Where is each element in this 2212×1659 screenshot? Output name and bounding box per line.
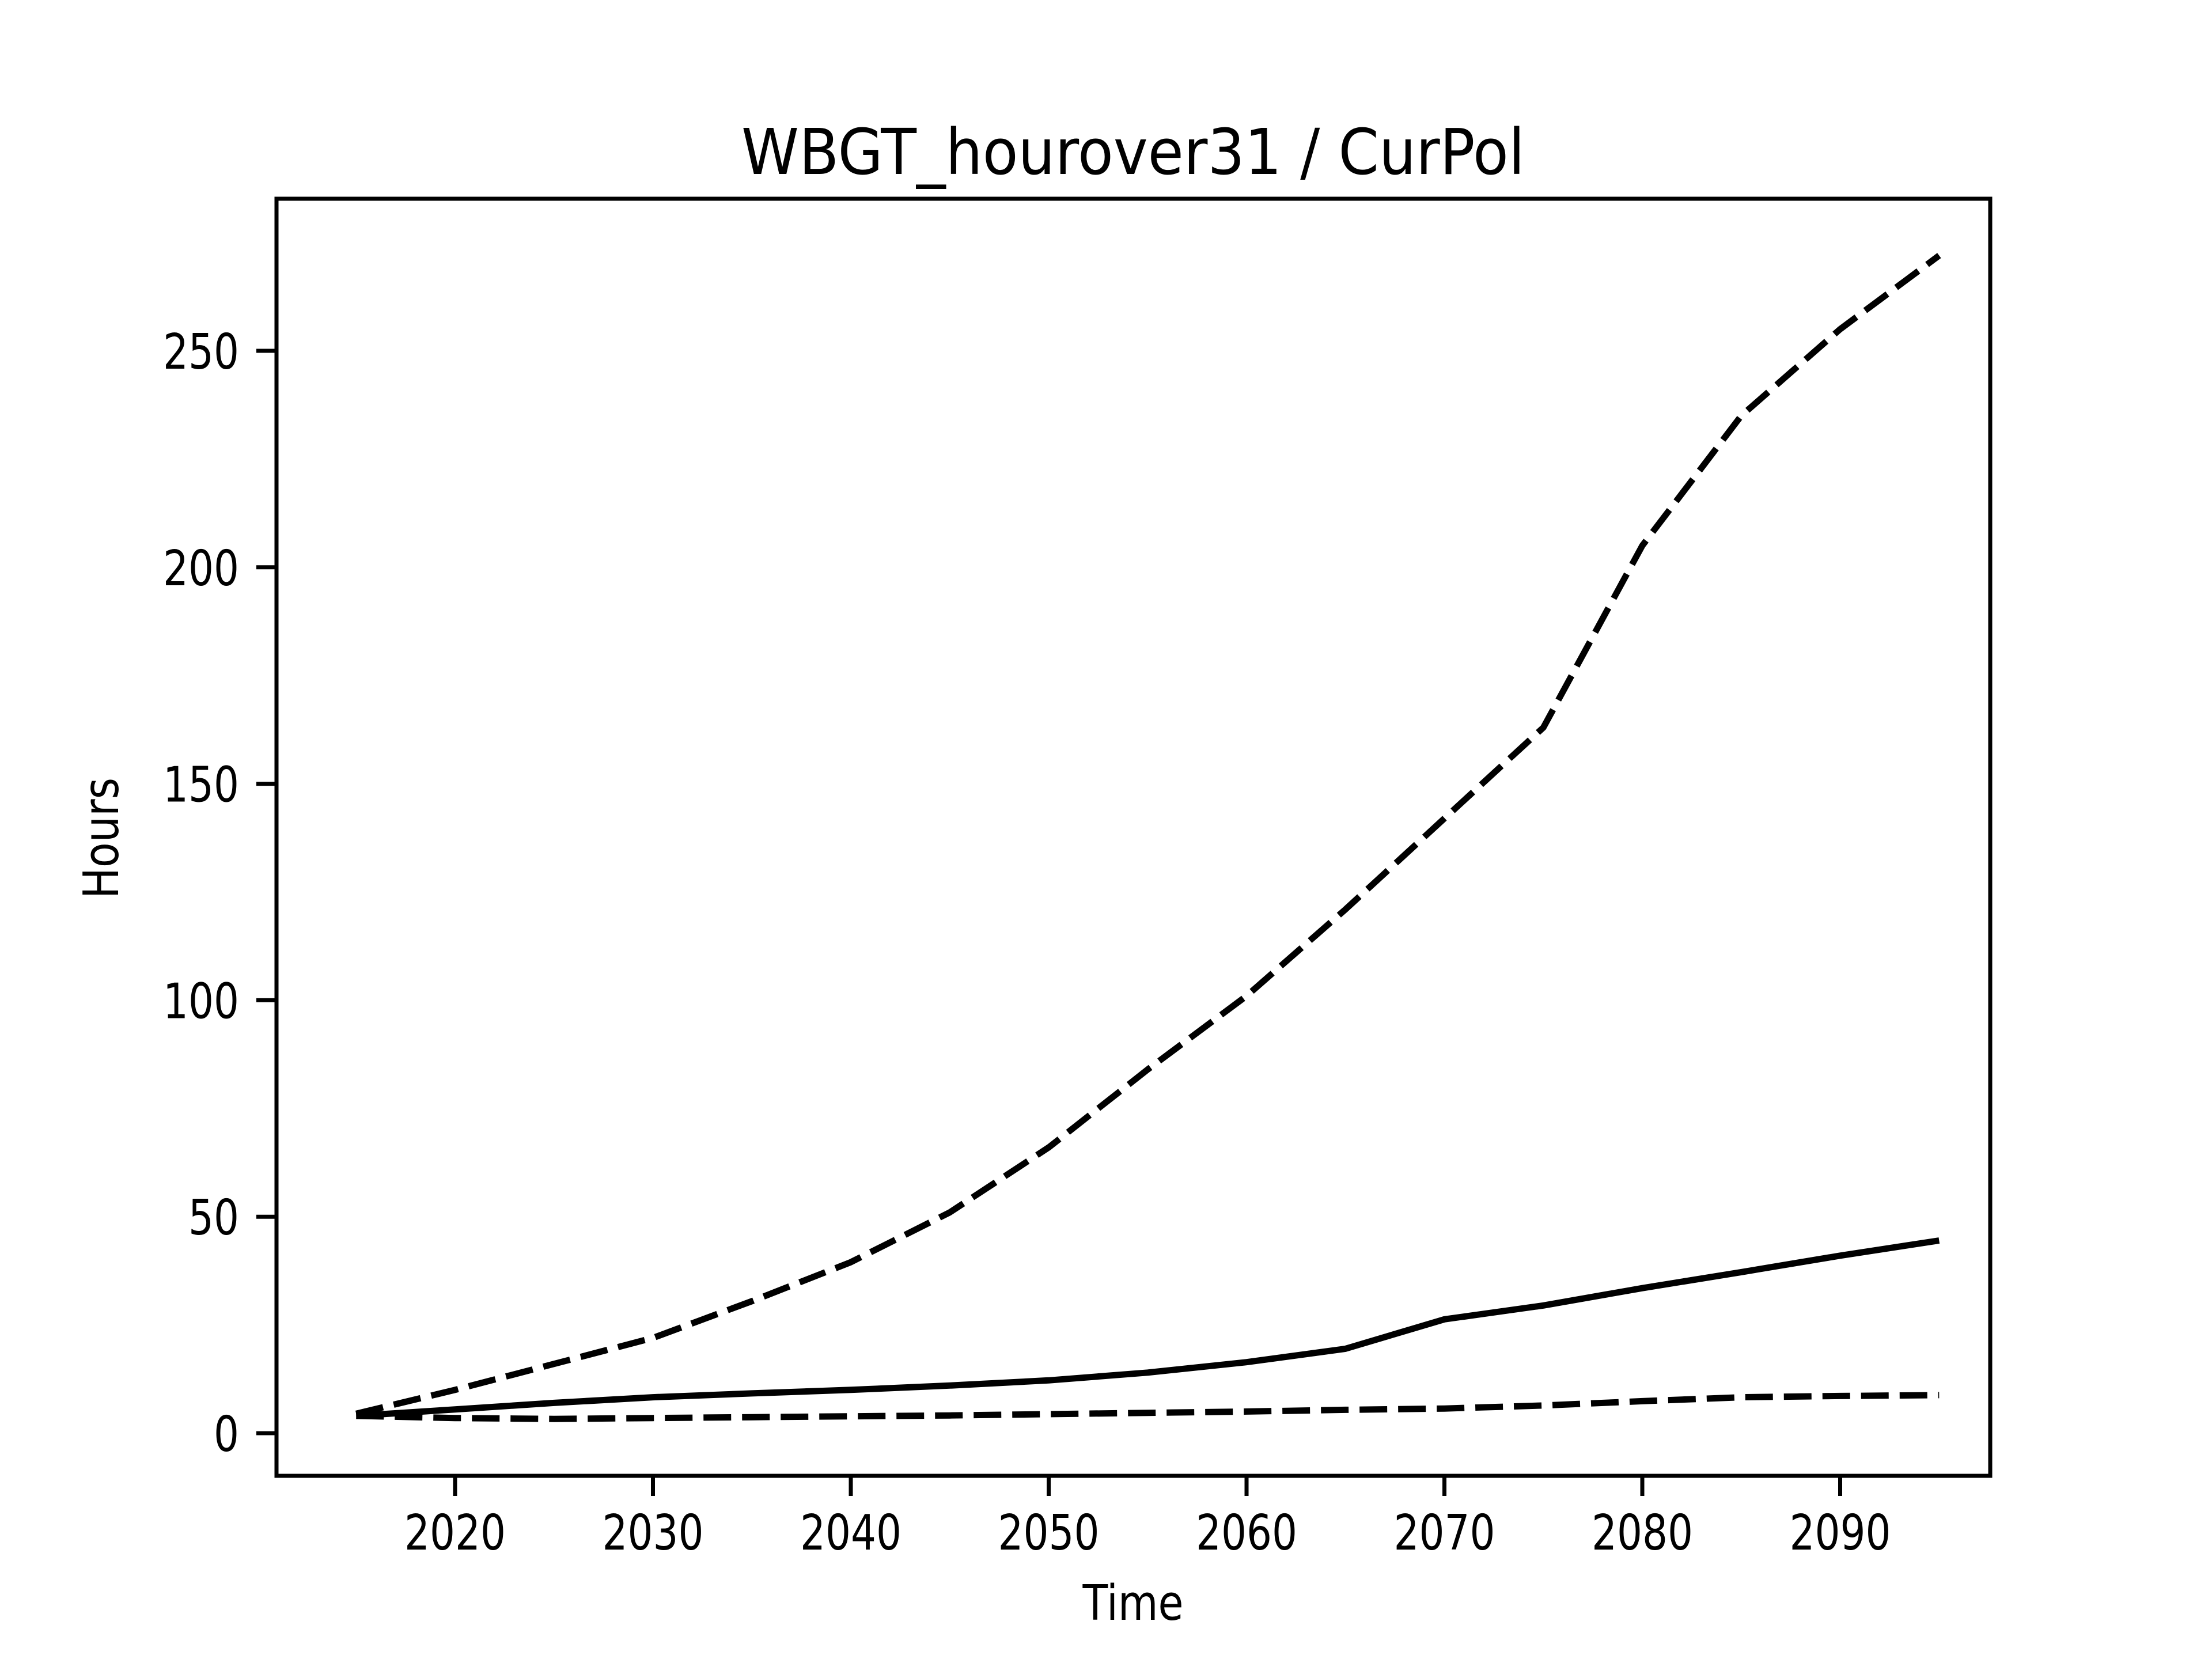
y-tick-label: 50: [188, 1190, 239, 1247]
x-tick-label: 2040: [800, 1505, 902, 1562]
y-tick-label: 100: [163, 973, 239, 1030]
x-tick-label: 2050: [998, 1505, 1100, 1562]
x-tick-label: 2020: [404, 1505, 506, 1562]
plot-area-spines: [274, 196, 1993, 1478]
series-group: [355, 253, 1941, 1422]
series-solid: [355, 1237, 1940, 1419]
y-axis-ticks: 0 50 100 150 200 250: [163, 324, 276, 1463]
series-lower-dashed: [356, 1392, 1940, 1422]
x-axis-label: Time: [1082, 1575, 1184, 1632]
y-tick-label: 250: [163, 324, 239, 381]
x-tick-label: 2060: [1196, 1505, 1297, 1562]
x-tick-label: 2030: [603, 1505, 704, 1562]
chart-title: WBGT_hourover31 / CurPol: [741, 115, 1525, 189]
x-tick-label: 2090: [1790, 1505, 1891, 1562]
y-axis-label: Hours: [73, 778, 130, 899]
x-tick-label: 2070: [1394, 1505, 1495, 1562]
y-tick-label: 150: [163, 757, 239, 814]
x-axis-ticks: 2020 2030 2040 2050 2060 2070 2080 2090: [404, 1476, 1891, 1562]
y-tick-label: 200: [163, 540, 239, 597]
x-tick-label: 2080: [1592, 1505, 1693, 1562]
y-tick-label: 0: [214, 1406, 239, 1463]
series-upper-dashed: [355, 253, 1941, 1417]
